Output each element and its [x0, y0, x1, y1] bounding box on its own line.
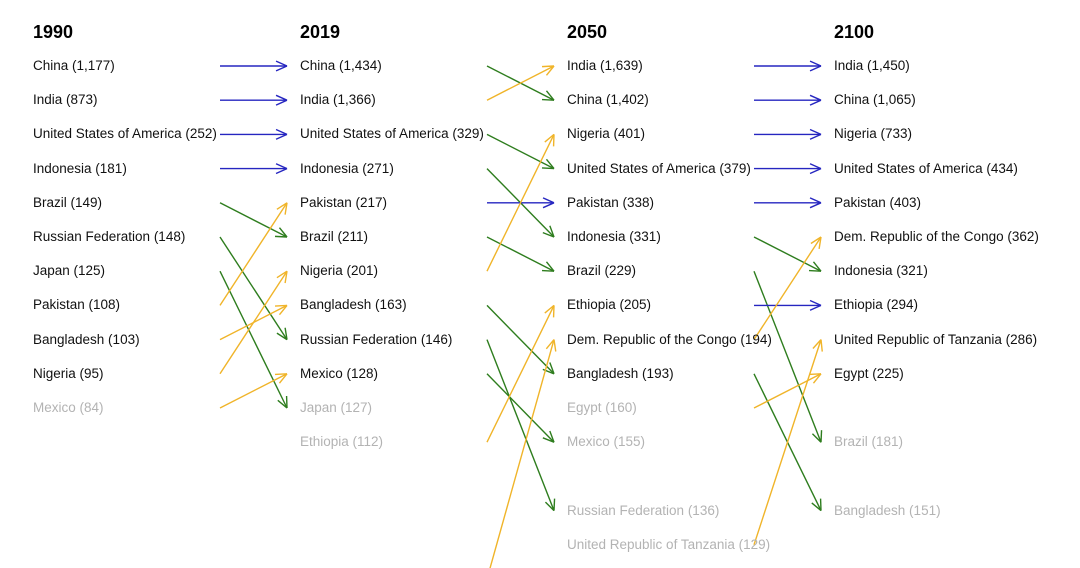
rank-label: Dem. Republic of the Congo (194) — [567, 331, 772, 347]
rank-label: Pakistan (108) — [33, 297, 121, 313]
rank-arrow-up — [219, 373, 288, 409]
rank-arrow-same — [754, 128, 822, 140]
rank-label: United States of America (379) — [567, 160, 751, 176]
rank-arrow-down — [219, 202, 288, 238]
rank-label: India (873) — [33, 92, 98, 108]
rank-arrow-down — [486, 373, 555, 443]
rank-arrow-up — [489, 339, 557, 568]
rank-label: India (1,366) — [300, 92, 376, 108]
rank-arrow-down — [486, 133, 555, 170]
year-title-2050: 2050 — [567, 22, 608, 42]
rank-label: Brazil (211) — [300, 229, 369, 244]
rank-label: Indonesia (181) — [33, 160, 127, 176]
rank-label: Indonesia (331) — [567, 229, 661, 244]
rank-arrow-same — [220, 60, 288, 72]
rank-label: China (1,434) — [300, 58, 382, 73]
rank-label: Pakistan (338) — [567, 194, 655, 210]
rank-label: Russian Federation (136) — [567, 502, 720, 518]
rank-label: Indonesia (321) — [834, 263, 928, 279]
rank-arrow-up — [219, 270, 288, 375]
rank-label: Mexico (84) — [33, 400, 104, 415]
rank-label: Nigeria (201) — [300, 263, 379, 279]
year-title-2100: 2100 — [834, 22, 875, 42]
rank-label: Bangladesh (163) — [300, 297, 407, 313]
rank-label: United States of America (252) — [33, 126, 217, 142]
rank-label: Nigeria (401) — [567, 126, 646, 142]
rank-label: Mexico (155) — [567, 434, 646, 450]
rank-arrow-same — [220, 163, 288, 175]
rank-label: Pakistan (217) — [300, 194, 388, 210]
rank-label: Japan (125) — [33, 263, 106, 279]
rank-arrow-down — [486, 304, 555, 375]
rank-label: Egypt (225) — [834, 365, 904, 381]
rank-label: Indonesia (271) — [300, 160, 394, 176]
rank-label: United States of America (329) — [300, 126, 484, 142]
rank-arrow-down — [753, 270, 823, 443]
rank-label: United Republic of Tanzania (286) — [834, 331, 1038, 347]
rank-label: Egypt (160) — [567, 400, 637, 415]
rank-label: Ethiopia (205) — [567, 297, 652, 313]
year-title-1990: 1990 — [33, 22, 74, 42]
rank-arrow-same — [754, 163, 822, 175]
rank-label: India (1,450) — [834, 58, 910, 73]
rank-label: China (1,177) — [33, 58, 115, 73]
rank-label: Bangladesh (151) — [834, 502, 941, 518]
rank-arrow-same — [220, 128, 288, 140]
rank-arrow-up — [753, 373, 822, 409]
rank-arrow-up — [486, 65, 555, 101]
rank-label: Ethiopia (294) — [834, 297, 919, 313]
rank-label: Pakistan (403) — [834, 194, 922, 210]
rank-label: Bangladesh (103) — [33, 331, 140, 347]
rank-arrow-up — [486, 304, 555, 443]
rank-label: Dem. Republic of the Congo (362) — [834, 229, 1039, 244]
rank-arrow-same — [754, 94, 822, 106]
rank-arrow-up — [753, 236, 822, 340]
rank-label: United Republic of Tanzania (129) — [567, 536, 771, 552]
rank-label: China (1,402) — [567, 92, 649, 108]
rank-arrow-down — [753, 236, 822, 272]
rank-arrow-down — [219, 270, 288, 409]
rank-label: Nigeria (95) — [33, 365, 104, 381]
rank-arrow-same — [754, 197, 822, 209]
rank-label: China (1,065) — [834, 92, 916, 108]
rank-arrow-same — [754, 299, 822, 311]
rank-arrow-up — [486, 133, 555, 272]
rank-label: Ethiopia (112) — [300, 434, 384, 450]
rank-arrow-down — [219, 236, 288, 341]
rank-arrow-same — [754, 60, 822, 72]
rank-label: Russian Federation (148) — [33, 229, 186, 244]
rank-arrow-up — [219, 202, 288, 306]
rank-label: Nigeria (733) — [834, 126, 913, 142]
rank-arrow-down — [486, 339, 556, 512]
rank-label: Japan (127) — [300, 400, 373, 415]
rank-label: Bangladesh (193) — [567, 365, 674, 381]
rank-label: Brazil (149) — [33, 194, 103, 210]
rank-label: Brazil (229) — [567, 263, 637, 279]
rank-arrow-up — [753, 339, 823, 546]
rank-arrow-same — [220, 94, 288, 106]
rank-label: United States of America (434) — [834, 160, 1018, 176]
rank-label: India (1,639) — [567, 58, 643, 73]
year-title-2019: 2019 — [300, 22, 341, 42]
rank-label: Mexico (128) — [300, 365, 379, 381]
rank-arrow-down — [486, 236, 555, 272]
rank-label: Russian Federation (146) — [300, 331, 453, 347]
rank-label: Brazil (181) — [834, 434, 904, 450]
